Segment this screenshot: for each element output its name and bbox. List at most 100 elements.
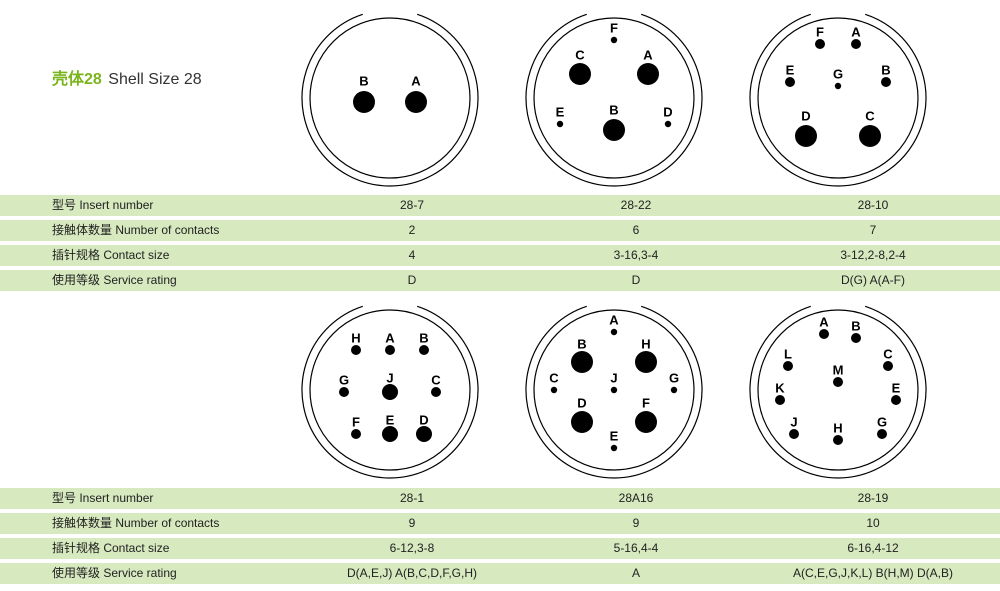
pin — [431, 387, 441, 397]
pin-label: D — [573, 396, 591, 411]
cell: 3-12,2-8,2-4 — [748, 245, 998, 266]
cell: 28-22 — [524, 195, 748, 216]
pin-label: G — [335, 373, 353, 388]
diagram-row-1: BAFCAEBDFAEGBDC — [300, 8, 928, 188]
connector-shell: HABGJCFED — [300, 300, 480, 480]
pin-label: H — [637, 337, 655, 352]
cell: 6-16,4-12 — [748, 538, 998, 559]
spec-table-1: 型号 Insert number 28-7 28-22 28-10 接触体数量 … — [0, 195, 1000, 295]
cell: D(A,E,J) A(B,C,D,F,G,H) — [300, 563, 524, 584]
pin-label: B — [877, 63, 895, 78]
pin — [416, 426, 432, 442]
pin — [833, 377, 843, 387]
pin-label: A — [639, 48, 657, 63]
pin-label: D — [415, 413, 433, 428]
pin — [551, 387, 557, 393]
cell: 5-16,4-4 — [524, 538, 748, 559]
pin — [671, 387, 677, 393]
pin — [891, 395, 901, 405]
pin — [419, 345, 429, 355]
cell: 7 — [748, 220, 998, 241]
cell: A(C,E,G,J,K,L) B(H,M) D(A,B) — [748, 563, 998, 584]
pin — [795, 125, 817, 147]
cell: 28-1 — [300, 488, 524, 509]
pin — [351, 345, 361, 355]
pin — [635, 351, 657, 373]
cell: 28-19 — [748, 488, 998, 509]
table-row: 插针规格 Contact size 6-12,3-8 5-16,4-4 6-16… — [0, 538, 1000, 559]
pin-label: C — [861, 109, 879, 124]
table-row: 接触体数量 Number of contacts 9 9 10 — [0, 513, 1000, 534]
pin-label: G — [873, 415, 891, 430]
table-row: 使用等级 Service rating D(A,E,J) A(B,C,D,F,G… — [0, 563, 1000, 584]
pin-label: A — [815, 315, 833, 330]
pin-label: C — [571, 48, 589, 63]
pin-label: B — [573, 337, 591, 352]
pin-label: K — [771, 381, 789, 396]
cell: A — [524, 563, 748, 584]
page-title: 壳体28 Shell Size 28 — [52, 70, 202, 89]
pin-label: G — [665, 371, 683, 386]
row-label: 接触体数量 Number of contacts — [0, 513, 300, 534]
pin — [835, 83, 841, 89]
cell: D — [300, 270, 524, 291]
table-row: 型号 Insert number 28-7 28-22 28-10 — [0, 195, 1000, 216]
pin-label: M — [829, 363, 847, 378]
pin-label: E — [605, 429, 623, 444]
connector-shell: BA — [300, 8, 480, 188]
pin — [665, 121, 671, 127]
pin-label: B — [415, 331, 433, 346]
pin-label: L — [779, 347, 797, 362]
title-en: Shell Size 28 — [108, 71, 201, 88]
cell: 28A16 — [524, 488, 748, 509]
pin — [569, 63, 591, 85]
pin-label: F — [605, 21, 623, 36]
row-label: 型号 Insert number — [0, 195, 300, 216]
cell: 3-16,3-4 — [524, 245, 748, 266]
cell: 10 — [748, 513, 998, 534]
cell: 6 — [524, 220, 748, 241]
pin-label: H — [829, 421, 847, 436]
connector-shell: FAEGBDC — [748, 8, 928, 188]
pin-label: A — [847, 25, 865, 40]
pin — [637, 63, 659, 85]
pin — [385, 345, 395, 355]
pin-label: B — [847, 319, 865, 334]
cell: 4 — [300, 245, 524, 266]
pin-label: C — [427, 373, 445, 388]
pin — [405, 91, 427, 113]
diagram-row-2: HABGJCFEDABHCJGDFEABLCMKEJHG — [300, 300, 928, 480]
table-row: 使用等级 Service rating D D D(G) A(A-F) — [0, 270, 1000, 291]
pin — [833, 435, 843, 445]
cell: 28-7 — [300, 195, 524, 216]
pin-label: J — [785, 415, 803, 430]
pin-label: C — [879, 347, 897, 362]
pin-label: E — [551, 105, 569, 120]
pin — [353, 91, 375, 113]
pin — [571, 411, 593, 433]
pin — [783, 361, 793, 371]
pin — [789, 429, 799, 439]
title-zh: 壳体28 — [52, 71, 102, 88]
pin-label: B — [355, 74, 373, 89]
pin — [611, 37, 617, 43]
pin — [881, 77, 891, 87]
table-row: 型号 Insert number 28-1 28A16 28-19 — [0, 488, 1000, 509]
pin — [339, 387, 349, 397]
cell: 9 — [524, 513, 748, 534]
cell: D — [524, 270, 748, 291]
pin-label: A — [407, 74, 425, 89]
pin-label: F — [347, 415, 365, 430]
pin-label: F — [811, 25, 829, 40]
pin — [785, 77, 795, 87]
row-label: 插针规格 Contact size — [0, 245, 300, 266]
row-label: 使用等级 Service rating — [0, 270, 300, 291]
pin-label: D — [797, 109, 815, 124]
cell: 2 — [300, 220, 524, 241]
pin-label: J — [605, 371, 623, 386]
pin-label: E — [887, 381, 905, 396]
pin — [819, 329, 829, 339]
pin — [611, 445, 617, 451]
connector-shell: ABHCJGDFE — [524, 300, 704, 480]
pin-label: A — [605, 313, 623, 328]
